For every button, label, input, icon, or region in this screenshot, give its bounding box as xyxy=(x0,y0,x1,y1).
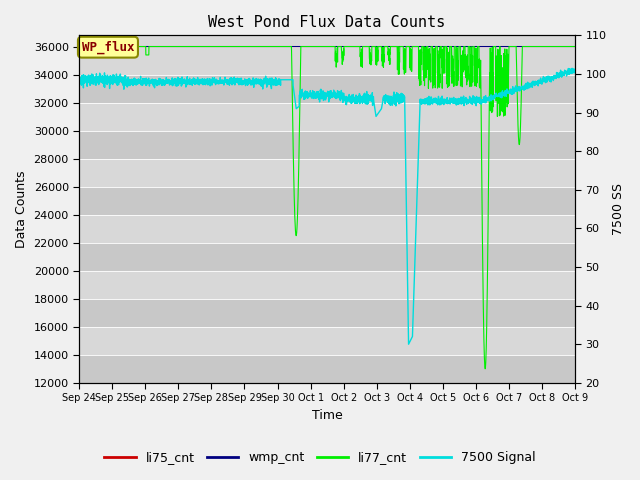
X-axis label: Time: Time xyxy=(312,409,342,422)
Bar xyxy=(79,47,575,74)
Bar xyxy=(79,271,575,299)
Bar xyxy=(79,299,575,327)
Bar xyxy=(79,355,575,383)
Bar xyxy=(79,131,575,158)
Text: WP_flux: WP_flux xyxy=(82,40,134,54)
Bar xyxy=(79,215,575,243)
Bar xyxy=(79,187,575,215)
Bar xyxy=(79,103,575,131)
Legend: li75_cnt, wmp_cnt, li77_cnt, 7500 Signal: li75_cnt, wmp_cnt, li77_cnt, 7500 Signal xyxy=(99,446,541,469)
Title: West Pond Flux Data Counts: West Pond Flux Data Counts xyxy=(209,15,445,30)
Bar xyxy=(79,158,575,187)
Y-axis label: Data Counts: Data Counts xyxy=(15,170,28,248)
Bar xyxy=(79,74,575,103)
Bar xyxy=(79,327,575,355)
Bar xyxy=(79,243,575,271)
Y-axis label: 7500 SS: 7500 SS xyxy=(612,183,625,235)
